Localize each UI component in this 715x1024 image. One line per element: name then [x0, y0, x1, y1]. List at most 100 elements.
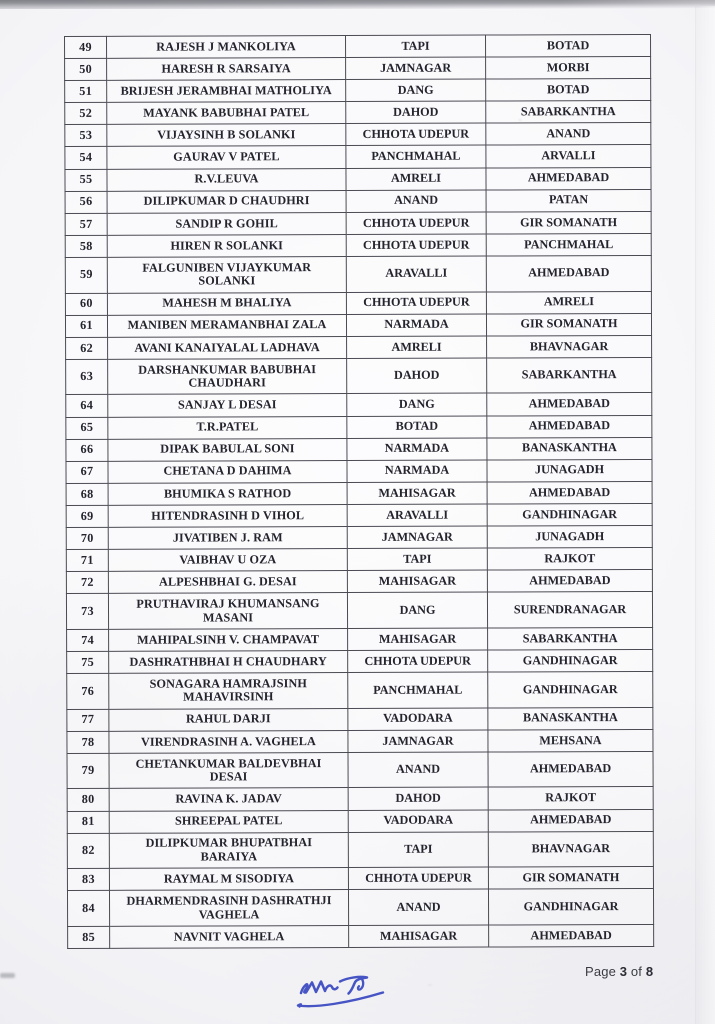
- name-cell: RAHUL DARJI: [108, 708, 348, 732]
- page-word: Page: [585, 964, 616, 979]
- scan-top-edge: [0, 0, 715, 9]
- place-b-cell: BOTAD: [485, 78, 651, 102]
- table-row: 60 MAHESH M BHALIYA CHHOTA UDEPUR AMRELI: [65, 290, 652, 316]
- scan-smudge: [0, 973, 15, 978]
- place-b-cell: BOTAD: [485, 34, 651, 58]
- place-b-cell: SABARKANTHA: [486, 357, 652, 394]
- serial-cell: 50: [64, 58, 107, 81]
- place-b-cell: PANCHMAHAL: [486, 233, 652, 256]
- name-cell: T.R.PATEL: [107, 416, 347, 439]
- place-b-cell: AHMEDABAD: [485, 167, 652, 190]
- serial-cell: 60: [65, 292, 108, 316]
- name-cell: RAJESH J MANKOLIYA: [106, 35, 346, 59]
- serial-cell: 77: [66, 708, 109, 732]
- place-b-cell: SABARKANTHA: [485, 100, 651, 124]
- signature-ink: [296, 975, 385, 1008]
- page-footer: Page 3 of 8: [585, 964, 653, 980]
- name-cell: DHARMENDRASINH DASHRATHJI VAGHELA: [109, 889, 349, 927]
- serial-cell: 80: [67, 788, 110, 811]
- place-a-cell: ARAVALLI: [347, 503, 488, 527]
- serial-cell: 73: [66, 593, 109, 630]
- name-cell: HARESH R SARSAIYA: [106, 57, 346, 81]
- name-cell: GAURAV V PATEL: [106, 145, 346, 169]
- table-row: 52 MAYANK BABUBHAI PATEL DAHOD SABARKANTHA: [64, 100, 651, 125]
- place-a-cell: VADODARA: [348, 809, 489, 833]
- name-cell: DILIPKUMAR D CHAUDHRI: [107, 190, 347, 214]
- place-a-cell: DAHOD: [346, 357, 487, 394]
- name-cell: SANJAY L DESAI: [107, 393, 347, 417]
- table-row: 72 ALPESHBHAI G. DESAI MAHISAGAR AHMEDABAD: [66, 569, 653, 594]
- table-row: 50 HARESH R SARSAIYA JAMNAGAR MORBI: [64, 56, 651, 81]
- place-a-cell: JAMNAGAR: [347, 729, 489, 753]
- table-row: 55 R.V.LEUVA AMRELI AHMEDABAD: [64, 167, 652, 192]
- serial-cell: 79: [67, 753, 110, 789]
- place-b-cell: ANAND: [485, 122, 651, 146]
- table-row: 68 BHUMIKA S RATHOD MAHISAGAR AHMEDABAD: [66, 481, 653, 506]
- place-b-cell: AHMEDABAD: [486, 255, 652, 292]
- place-b-cell: AHMEDABAD: [488, 924, 654, 947]
- serial-cell: 64: [65, 394, 108, 417]
- place-b-cell: AMRELI: [486, 290, 652, 314]
- place-b-cell: JUNAGADH: [486, 459, 653, 482]
- place-b-cell: AHMEDABAD: [487, 481, 653, 504]
- name-cell: NAVNIT VAGHELA: [109, 925, 349, 949]
- table-row: 67 CHETANA D DAHIMA NARMADA JUNAGADH: [65, 459, 653, 484]
- table-row: 58 HIREN R SOLANKI CHHOTA UDEPUR PANCHMAHAL: [65, 233, 652, 258]
- name-cell: DIPAK BABULAL SONI: [107, 438, 347, 462]
- table-row: 62 AVANI KANAIYALAL LADHAVA AMRELI BHAVNAGA…: [65, 335, 652, 360]
- place-a-cell: NARMADA: [346, 437, 487, 461]
- name-cell: MAYANK BABUBHAI PATEL: [106, 101, 346, 125]
- place-a-cell: CHHOTA UDEPUR: [346, 211, 487, 235]
- place-b-cell: ARVALLI: [485, 144, 651, 168]
- name-cell: BRIJESH JERAMBHAI MATHOLIYA: [106, 79, 346, 103]
- page-number: 3: [619, 964, 628, 979]
- serial-cell: 57: [65, 213, 108, 236]
- place-b-cell: RAJKOT: [488, 786, 654, 810]
- name-cell: RAYMAL M SISODIYA: [109, 867, 349, 891]
- table-row: 82 DILIPKUMAR BHUPATBHAI BARAIYA TAPI BHAVN…: [67, 831, 654, 869]
- name-cell: SANDIP R GOHIL: [107, 212, 347, 236]
- total-pages: 8: [645, 964, 654, 979]
- place-b-cell: PATAN: [486, 189, 652, 212]
- table-row: 49 RAJESH J MANKOLIYA TAPI BOTAD: [64, 34, 651, 59]
- name-cell: RAVINA K. JADAV: [109, 787, 349, 811]
- serial-cell: 61: [65, 314, 108, 338]
- place-b-cell: BHAVNAGAR: [488, 831, 654, 868]
- place-a-cell: NARMADA: [346, 313, 487, 337]
- serial-cell: 65: [65, 416, 108, 440]
- name-cell: BHUMIKA S RATHOD: [108, 482, 348, 506]
- table-row: 76 SONAGARA HAMRAJSINH MAHAVIRSINH PANCHMA…: [66, 671, 653, 710]
- table-row: 78 VIRENDRASINH A. VAGHELA JAMNAGAR MEHSANA: [66, 729, 654, 754]
- place-a-cell: CHHOTA UDEPUR: [346, 233, 487, 257]
- name-cell: SHREEPAL PATEL: [109, 810, 349, 833]
- serial-cell: 67: [65, 461, 109, 484]
- table-row: 59 FALGUNIBEN VIJAYKUMAR SOLANKI ARAVALLI A…: [65, 255, 652, 294]
- table-row: 77 RAHUL DARJI VADODARA BANASKANTHA: [66, 707, 653, 732]
- serial-cell: 83: [67, 868, 110, 891]
- name-cell: SONAGARA HAMRAJSINH MAHAVIRSINH: [108, 672, 348, 709]
- table-row: 80 RAVINA K. JADAV DAHOD RAJKOT: [67, 786, 654, 811]
- table-row: 83 RAYMAL M SISODIYA CHHOTA UDEPUR GIR SOMA…: [67, 866, 654, 891]
- place-b-cell: RAJKOT: [487, 547, 653, 571]
- roster-table: 49 RAJESH J MANKOLIYA TAPI BOTAD 50 HARESH R …: [64, 33, 655, 949]
- table-row: 81 SHREEPAL PATEL VADODARA AHMEDABAD: [67, 808, 654, 834]
- place-b-cell: GANDHINAGAR: [487, 671, 653, 708]
- serial-cell: 78: [66, 731, 110, 754]
- serial-cell: 52: [64, 102, 107, 125]
- place-a-cell: CHHOTA UDEPUR: [347, 649, 488, 673]
- table-row: 85 NAVNIT VAGHELA MAHISAGAR AHMEDABAD: [67, 924, 654, 949]
- place-a-cell: CHHOTA UDEPUR: [345, 123, 486, 146]
- place-b-cell: MEHSANA: [487, 729, 654, 752]
- table-row: 63 DARSHANKUMAR BABUBHAI CHAUDHARI DAHOD SA…: [65, 357, 652, 395]
- place-a-cell: ANAND: [346, 189, 487, 213]
- serial-cell: 69: [66, 505, 109, 528]
- serial-cell: 74: [66, 629, 109, 652]
- place-a-cell: DANG: [346, 393, 487, 417]
- place-a-cell: JAMNAGAR: [347, 525, 488, 549]
- place-a-cell: DAHOD: [348, 787, 489, 811]
- place-a-cell: DAHOD: [345, 101, 486, 124]
- place-a-cell: PANCHMAHAL: [345, 145, 486, 169]
- place-a-cell: BOTAD: [346, 415, 487, 439]
- of-word: of: [630, 964, 643, 979]
